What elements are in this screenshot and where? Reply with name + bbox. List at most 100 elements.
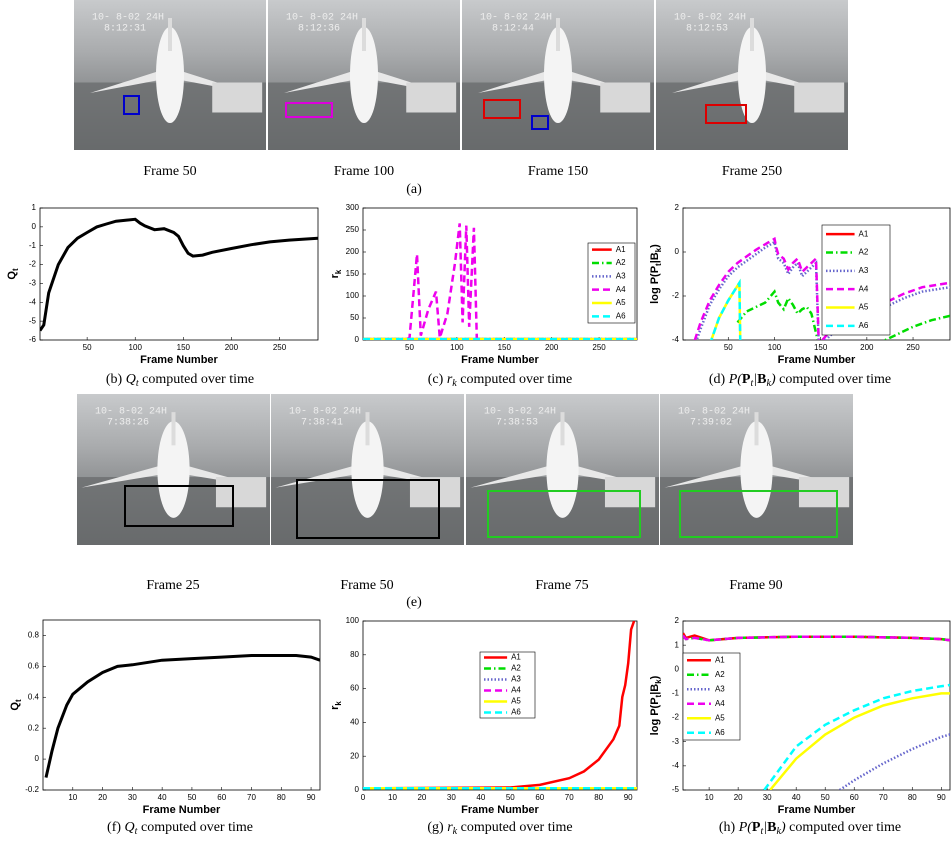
chart-caption-part: t: [136, 378, 139, 389]
timestamp: 10- 8-02 24H: [678, 407, 750, 418]
x-tick-label: 50: [187, 793, 196, 802]
legend-label: A2: [511, 664, 521, 673]
timestamp: 10- 8-02 24H: [480, 13, 552, 24]
series-line: [736, 289, 950, 340]
y-tick-label: 60: [350, 684, 359, 693]
x-tick-label: 200: [545, 343, 559, 352]
x-tick-label: 100: [450, 343, 464, 352]
chart-caption-part: (g): [427, 820, 447, 835]
legend-label: A5: [616, 298, 626, 307]
plane-tail: [560, 412, 565, 446]
y-tick-label: -3: [29, 279, 37, 288]
panel-label: (a): [406, 182, 422, 197]
y-axis-label-part: |B: [649, 684, 661, 695]
series-line: [769, 692, 950, 790]
timestamp: 10- 8-02 24H: [286, 13, 358, 24]
chart-caption-part: (h): [719, 820, 739, 835]
plane-tail: [168, 18, 172, 51]
y-tick-label: 300: [346, 203, 360, 212]
plane-tail: [171, 412, 176, 446]
x-tick-label: 250: [906, 343, 920, 352]
chart-caption-part: ): [770, 372, 776, 387]
y-axis-label-part: t: [11, 268, 20, 271]
chart-caption-part: Q: [126, 372, 136, 387]
x-tick-label: 60: [217, 793, 226, 802]
y-tick-label: -4: [29, 297, 37, 306]
frame-caption: Frame 90: [729, 578, 782, 593]
legend-label: A1: [511, 653, 521, 662]
plane-tail: [365, 412, 370, 446]
plane-body: [738, 27, 766, 123]
legend-label: A1: [715, 655, 725, 664]
x-axis-label: Frame Number: [140, 354, 218, 366]
frame-caption: Frame 25: [146, 578, 199, 593]
legend-label: A1: [616, 245, 626, 254]
x-tick-label: 40: [476, 793, 485, 802]
x-tick-label: 50: [83, 343, 92, 352]
timestamp: 10- 8-02 24H: [674, 13, 746, 24]
y-axis-label-part: |B: [649, 252, 661, 263]
x-tick-label: 150: [814, 343, 828, 352]
legend-label: A6: [859, 321, 869, 330]
x-tick-label: 90: [307, 793, 316, 802]
x-tick-label: 250: [273, 343, 287, 352]
x-tick-label: 20: [98, 793, 107, 802]
axes-frame: [39, 207, 319, 341]
x-tick-label: 70: [879, 793, 888, 802]
x-tick-label: 50: [821, 793, 830, 802]
legend-label: A3: [616, 271, 626, 280]
y-tick-label: 1: [675, 640, 680, 649]
x-tick-label: 50: [506, 793, 515, 802]
legend-label: A2: [715, 670, 725, 679]
legend-label: A4: [511, 686, 521, 695]
jetway: [215, 477, 267, 508]
jetway: [604, 477, 656, 508]
frame-caption: Frame 50: [143, 164, 196, 179]
y-tick-label: -5: [29, 316, 37, 325]
plane-body: [740, 421, 773, 518]
timestamp: 10- 8-02 24H: [289, 407, 361, 418]
y-axis-label-part: t: [14, 699, 23, 702]
x-tick-label: 60: [535, 793, 544, 802]
tracking-box: [483, 99, 521, 119]
timestamp: 7:38:26: [107, 418, 149, 429]
y-axis-label: Qt: [6, 268, 20, 280]
chart-caption-part: ): [780, 820, 786, 835]
x-tick-label: 60: [850, 793, 859, 802]
series-line: [763, 683, 950, 790]
y-tick-label: -2: [29, 260, 37, 269]
jetway: [212, 82, 263, 113]
chart-caption-part: P(: [728, 372, 744, 387]
x-tick-label: 80: [277, 793, 286, 802]
legend-label: A4: [616, 285, 626, 294]
legend-label: A3: [715, 684, 725, 693]
plane-body: [351, 421, 384, 518]
y-axis-label-part: ): [649, 244, 661, 248]
y-tick-label: -1: [672, 689, 680, 698]
series-line: [693, 236, 950, 340]
series-line: [363, 223, 637, 340]
legend-label: A4: [859, 284, 869, 293]
series-line: [710, 278, 742, 340]
chart-caption-part: k: [453, 826, 458, 837]
y-axis-label-part: r: [329, 273, 341, 278]
timestamp: 7:38:41: [301, 418, 343, 429]
legend-label: A3: [859, 266, 869, 275]
y-axis-label-part: r: [329, 705, 341, 710]
frame-caption: Frame 250: [722, 164, 782, 179]
timestamp: 10- 8-02 24H: [95, 407, 167, 418]
tracking-box: [705, 104, 747, 124]
plane-body: [546, 421, 579, 518]
chart-caption-part: computed over time: [457, 372, 572, 387]
y-axis-label-part: k: [334, 269, 343, 274]
y-tick-label: 0: [675, 247, 680, 256]
x-tick-label: 10: [388, 793, 397, 802]
x-tick-label: 10: [705, 793, 714, 802]
timestamp: 8:12:44: [492, 24, 534, 35]
y-axis-label: rk: [329, 269, 343, 278]
chart-caption: (d) P(Pt|Bk) computed over time: [709, 372, 891, 389]
y-tick-label: -5: [672, 785, 680, 794]
y-tick-label: 0.4: [28, 692, 40, 701]
